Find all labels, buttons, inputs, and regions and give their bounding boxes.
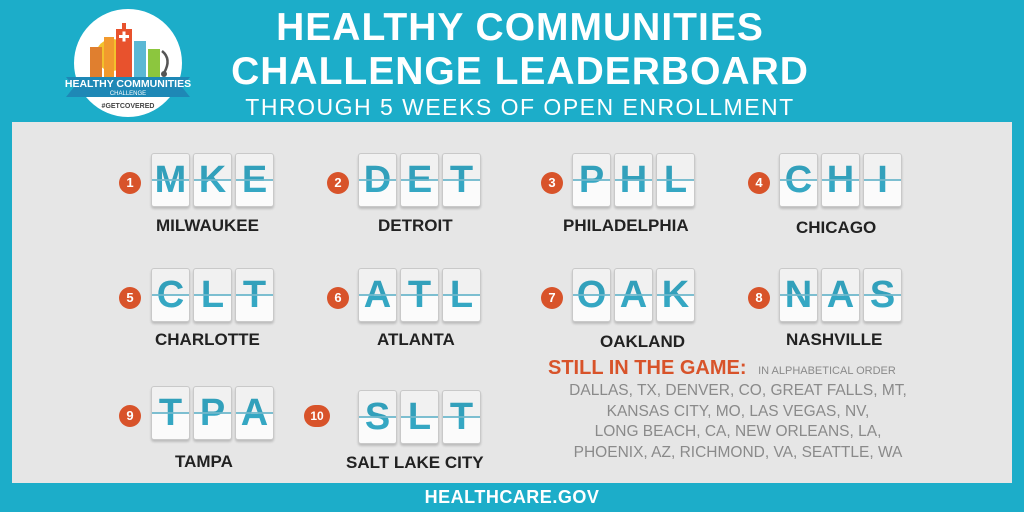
page-title-line1: HEALTHY COMMUNITIES xyxy=(276,6,764,49)
letter-tile: T xyxy=(442,153,481,207)
letter-tile: C xyxy=(779,153,818,207)
city-code-tiles: O A K xyxy=(572,268,695,322)
city-name: CHICAGO xyxy=(796,218,877,237)
letter-tile: T xyxy=(442,390,481,444)
page-subtitle: THROUGH 5 WEEKS OF OPEN ENROLLMENT xyxy=(245,94,795,120)
list-item: LONG BEACH, CA, NEW ORLEANS, LA, xyxy=(594,423,882,440)
city-name: MILWAUKEE xyxy=(156,216,259,235)
city-name: ATLANTA xyxy=(377,330,455,349)
letter-tile: H xyxy=(821,153,860,207)
rank-badge: 2 xyxy=(327,172,349,194)
healthy-communities-logo: HEALTHY COMMUNITIES CHALLENGE #GETCOVERE… xyxy=(65,9,191,117)
city-code-tiles: P H L xyxy=(572,153,695,207)
still-in-game-list: DALLAS, TX, DENVER, CO, GREAT FALLS, MT,… xyxy=(548,381,928,463)
page-title-line2: CHALLENGE LEADERBOARD xyxy=(231,50,809,93)
city-name: CHARLOTTE xyxy=(155,330,260,349)
rank-badge: 3 xyxy=(541,172,563,194)
letter-tile: K xyxy=(656,268,695,322)
letter-tile: T xyxy=(151,386,190,440)
letter-tile: K xyxy=(193,153,232,207)
logo-banner-text: HEALTHY COMMUNITIES xyxy=(65,78,191,90)
city-code-tiles: C L T xyxy=(151,268,274,322)
rank-badge: 9 xyxy=(119,405,141,427)
letter-tile: L xyxy=(442,268,481,322)
list-item: PHOENIX, AZ, RICHMOND, VA, SEATTLE, WA xyxy=(573,443,903,461)
letter-tile: L xyxy=(193,268,232,322)
city-code-tiles: C H I xyxy=(779,153,902,207)
letter-tile: T xyxy=(400,268,439,322)
letter-tile: A xyxy=(358,268,397,322)
rank-badge: 5 xyxy=(119,287,141,309)
still-in-game-title: STILL IN THE GAME: xyxy=(548,357,747,379)
letter-tile: C xyxy=(151,268,190,322)
city-code-tiles: T P A xyxy=(151,386,274,440)
letter-tile: L xyxy=(656,153,695,207)
city-code-tiles: N A S xyxy=(779,268,902,322)
letter-tile: A xyxy=(235,386,274,440)
letter-tile: S xyxy=(358,390,397,444)
list-item: KANSAS CITY, MO, LAS VEGAS, NV, xyxy=(606,402,870,420)
letter-tile: I xyxy=(863,153,902,207)
city-name: NASHVILLE xyxy=(786,330,883,349)
city-code-tiles: M K E xyxy=(151,153,274,207)
logo-banner-subtext: CHALLENGE xyxy=(110,91,146,97)
city-code-tiles: S L T xyxy=(358,390,481,444)
logo-hashtag: #GETCOVERED xyxy=(102,103,155,110)
letter-tile: A xyxy=(821,268,860,322)
letter-tile: P xyxy=(193,386,232,440)
rank-badge: 4 xyxy=(748,172,770,194)
letter-tile: L xyxy=(400,390,439,444)
letter-tile: E xyxy=(400,153,439,207)
letter-tile: D xyxy=(358,153,397,207)
rank-badge: 8 xyxy=(748,287,770,309)
city-code-tiles: D E T xyxy=(358,153,481,207)
letter-tile: A xyxy=(614,268,653,322)
letter-tile: S xyxy=(863,268,902,322)
letter-tile: H xyxy=(614,153,653,207)
still-in-game-heading: STILL IN THE GAME: IN ALPHABETICAL ORDER xyxy=(548,357,896,380)
letter-tile: N xyxy=(779,268,818,322)
rank-badge: 6 xyxy=(327,287,349,309)
letter-tile: M xyxy=(151,153,190,207)
still-in-game-note: IN ALPHABETICAL ORDER xyxy=(758,365,896,377)
city-name: OAKLAND xyxy=(600,332,685,351)
rank-badge: 7 xyxy=(541,287,563,309)
city-name: PHILADELPHIA xyxy=(563,216,689,235)
letter-tile: O xyxy=(572,268,611,322)
footer-site: HEALTHCARE.GOV xyxy=(424,487,600,507)
city-name: DETROIT xyxy=(378,216,453,235)
city-name: SALT LAKE CITY xyxy=(346,453,484,472)
letter-tile: E xyxy=(235,153,274,207)
city-name: TAMPA xyxy=(175,452,233,471)
list-item: DALLAS, TX, DENVER, CO, GREAT FALLS, MT, xyxy=(569,382,907,399)
letter-tile: T xyxy=(235,268,274,322)
rank-badge: 10 xyxy=(304,405,330,427)
letter-tile: P xyxy=(572,153,611,207)
rank-badge: 1 xyxy=(119,172,141,194)
city-code-tiles: A T L xyxy=(358,268,481,322)
